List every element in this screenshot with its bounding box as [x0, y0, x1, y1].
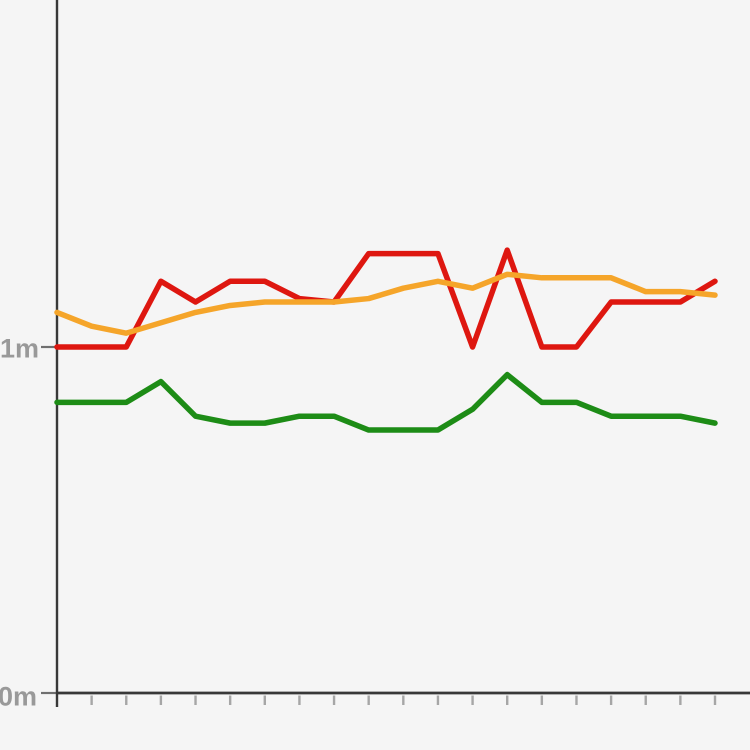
series-line-min-height [54, 371, 718, 433]
series-line-average-height [54, 271, 718, 336]
y-axis-label-1m: 1m [0, 333, 40, 364]
series-line-max-height [54, 247, 718, 350]
y-axis-label-0m: 0m [0, 681, 38, 712]
